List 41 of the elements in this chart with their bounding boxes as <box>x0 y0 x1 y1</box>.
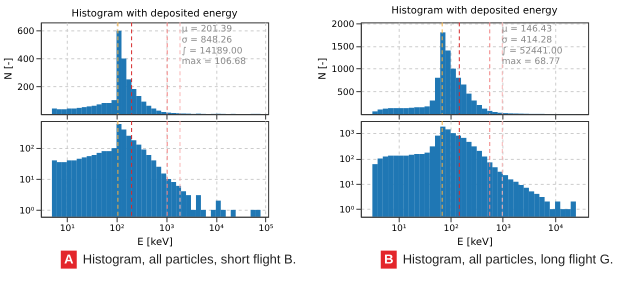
annotation: σ = 414.28 <box>502 35 552 46</box>
text: Histogram, all particles, long flight G. <box>402 252 614 267</box>
y-tick-label: 10¹ <box>19 175 35 186</box>
x-tick-label: 10⁴ <box>208 224 224 234</box>
text: Histogram, all particles, short flight B. <box>82 252 296 267</box>
x-tick-label: 10³ <box>159 224 175 234</box>
y-tick-label: 10³ <box>339 130 355 140</box>
y-tick-label: 1000 <box>332 65 355 76</box>
annotation: σ = 848.26 <box>182 35 232 46</box>
y-tick-label: 2000 <box>332 20 355 30</box>
y-tick-label: 400 <box>17 54 35 65</box>
y-tick-label: 10⁰ <box>19 206 35 216</box>
annotation: ∫ = 14189.00 <box>182 46 243 56</box>
x-axis-title: E [keV] <box>137 237 173 248</box>
y-tick-label: 10¹ <box>339 180 355 190</box>
y-tick-label: 600 <box>17 27 35 38</box>
x-tick-label: 10¹ <box>60 224 76 234</box>
text: B <box>384 252 394 267</box>
annotation: ∫ = 52441.00 <box>502 46 563 56</box>
chart-title: Histogram with deposited energy <box>71 8 238 20</box>
x-tick-label: 10² <box>444 224 460 234</box>
annotation: max = 68.77 <box>502 57 560 68</box>
chart-title: Histogram with deposited energy <box>391 5 558 16</box>
text: A <box>64 252 74 267</box>
annotation: μ = 201.39 <box>182 24 232 34</box>
x-axis-title: E [keV] <box>457 237 493 248</box>
y-tick-label: 10² <box>339 154 355 165</box>
annotation: μ = 146.43 <box>502 24 552 34</box>
y-tick-label: 200 <box>17 82 35 93</box>
annotation: max = 106.68 <box>182 57 246 68</box>
x-tick-label: 10¹ <box>391 224 407 234</box>
y-tick-label: 500 <box>337 88 355 98</box>
x-tick-label: 10⁴ <box>548 224 564 234</box>
x-tick-label: 10³ <box>496 224 512 234</box>
y-axis-title: N [-] <box>3 58 14 80</box>
x-tick-label: 10² <box>109 224 125 234</box>
x-tick-label: 10⁵ <box>258 224 274 234</box>
y-tick-label: 10² <box>19 144 35 155</box>
y-tick-label: 1500 <box>332 42 355 52</box>
y-tick-label: 10⁰ <box>339 206 355 216</box>
y-axis-title: N [-] <box>318 58 329 80</box>
